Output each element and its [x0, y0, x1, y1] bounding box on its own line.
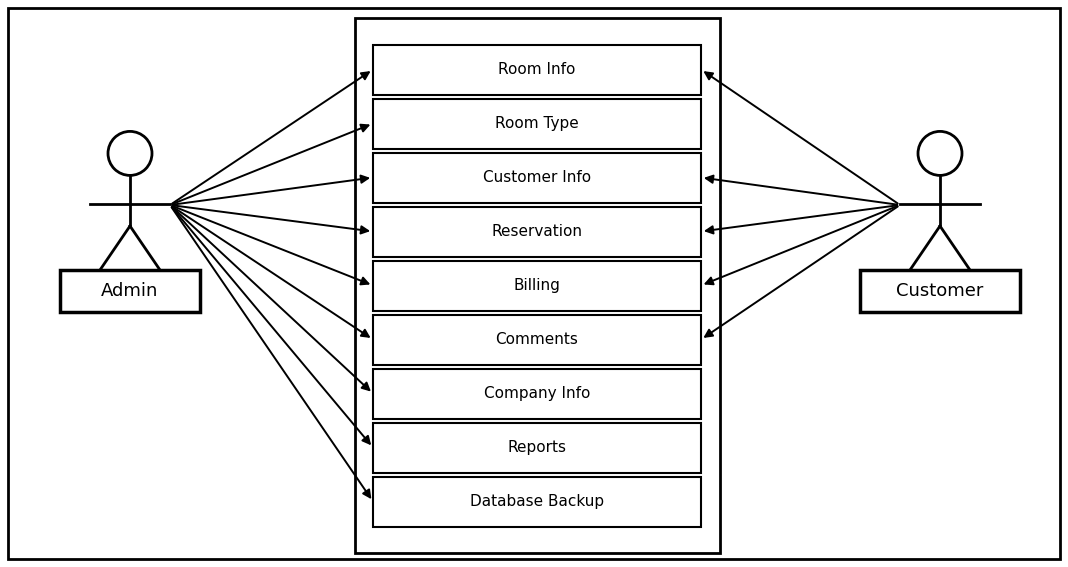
Bar — [373, 369, 701, 418]
Bar — [355, 18, 720, 553]
Text: Billing: Billing — [514, 278, 561, 293]
Text: Database Backup: Database Backup — [470, 494, 604, 509]
Bar — [373, 206, 701, 256]
Bar — [860, 270, 1020, 312]
Bar — [373, 99, 701, 149]
Bar — [373, 476, 701, 527]
Bar — [373, 44, 701, 95]
Bar — [373, 153, 701, 202]
Text: Admin: Admin — [101, 282, 159, 300]
Text: Room Info: Room Info — [499, 62, 576, 77]
Bar — [373, 315, 701, 365]
Text: Reservation: Reservation — [491, 224, 582, 239]
Text: Comments: Comments — [496, 332, 579, 347]
Text: Reports: Reports — [507, 440, 566, 455]
Bar — [373, 422, 701, 472]
Bar — [60, 270, 200, 312]
Bar — [373, 260, 701, 311]
Text: Customer: Customer — [896, 282, 984, 300]
Text: Room Type: Room Type — [496, 116, 579, 131]
Text: Customer Info: Customer Info — [483, 170, 591, 185]
Text: Company Info: Company Info — [484, 386, 591, 401]
